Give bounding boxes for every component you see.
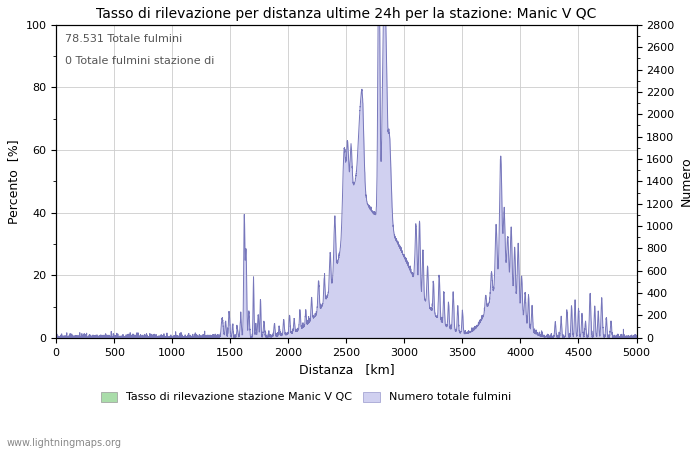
Text: www.lightningmaps.org: www.lightningmaps.org bbox=[7, 438, 122, 448]
X-axis label: Distanza   [km]: Distanza [km] bbox=[299, 363, 394, 376]
Title: Tasso di rilevazione per distanza ultime 24h per la stazione: Manic V QC: Tasso di rilevazione per distanza ultime… bbox=[96, 7, 596, 21]
Text: 78.531 Totale fulmini: 78.531 Totale fulmini bbox=[65, 34, 182, 44]
Legend: Tasso di rilevazione stazione Manic V QC, Numero totale fulmini: Tasso di rilevazione stazione Manic V QC… bbox=[96, 387, 515, 407]
Y-axis label: Numero: Numero bbox=[680, 157, 693, 206]
Y-axis label: Percento  [%]: Percento [%] bbox=[7, 139, 20, 224]
Text: 0 Totale fulmini stazione di: 0 Totale fulmini stazione di bbox=[65, 56, 214, 66]
